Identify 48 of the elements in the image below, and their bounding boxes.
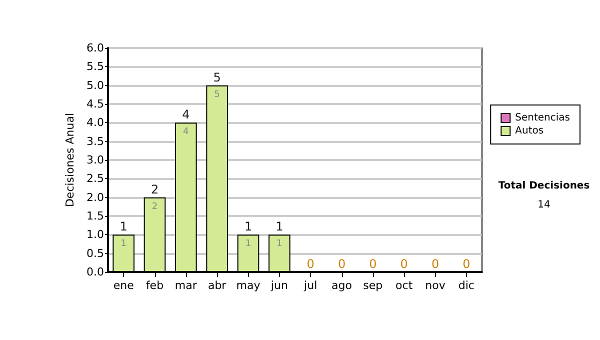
y-tick-label: 0.5 xyxy=(86,246,104,260)
y-tick-label: 1.0 xyxy=(86,228,104,242)
data-label: 5 xyxy=(214,90,220,100)
y-tick-label: 1.5 xyxy=(86,210,104,222)
x-tick-label: dic xyxy=(458,279,474,292)
x-tick-label: ene xyxy=(113,279,134,292)
y-tick-label: 3.0 xyxy=(86,154,104,166)
text: Total Decisiones xyxy=(498,180,590,192)
x-tick-label: nov xyxy=(425,279,446,292)
x-tick-label: feb xyxy=(146,279,164,292)
x-tick-label: oct xyxy=(396,279,414,292)
y-tick-label: 0.0 xyxy=(86,266,104,278)
data-label: 1 xyxy=(276,239,282,250)
x-tick-label: ago xyxy=(332,279,352,292)
y-tick-label: 2.5 xyxy=(86,172,104,186)
total-label: 4 xyxy=(182,108,190,122)
data-label: 1 xyxy=(245,239,252,250)
y-axis-title: Decisiones Anual xyxy=(64,112,77,208)
x-tick-label: jun xyxy=(270,279,288,292)
total-label: 1 xyxy=(120,220,128,234)
data-label: 4 xyxy=(183,127,190,138)
y-tick-label: 2.0 xyxy=(86,190,104,204)
total-label: 0 xyxy=(400,257,408,271)
x-tick-label: jul xyxy=(303,279,318,292)
data-label: 2 xyxy=(152,202,158,212)
legend-label: Autos xyxy=(515,126,544,136)
x-tick-label: mar xyxy=(174,279,198,292)
data-label: 1 xyxy=(120,239,126,250)
total-label: 1 xyxy=(244,220,252,234)
legend-label: Sentencias xyxy=(515,112,570,124)
x-tick-label: abr xyxy=(208,279,227,292)
total-label: 0 xyxy=(431,257,440,271)
y-tick-label: 4.0 xyxy=(86,116,104,130)
y-tick-label: 4.5 xyxy=(86,98,104,110)
total-label: 2 xyxy=(150,182,159,196)
total-label: 1 xyxy=(276,220,284,234)
total-label: 0 xyxy=(306,257,314,271)
total-label: 0 xyxy=(462,257,470,271)
x-tick-label: sep xyxy=(363,279,383,292)
y-tick-label: 5.0 xyxy=(86,78,104,92)
total-label: 0 xyxy=(338,257,346,271)
total-label: 0 xyxy=(369,257,377,271)
y-tick-label: 3.5 xyxy=(86,134,104,148)
x-tick-label: may xyxy=(236,279,261,292)
y-tick-label: 6.0 xyxy=(86,42,104,54)
total-label: 5 xyxy=(213,70,221,84)
y-tick-label: 5.5 xyxy=(86,60,104,74)
text: 14 xyxy=(538,200,550,210)
